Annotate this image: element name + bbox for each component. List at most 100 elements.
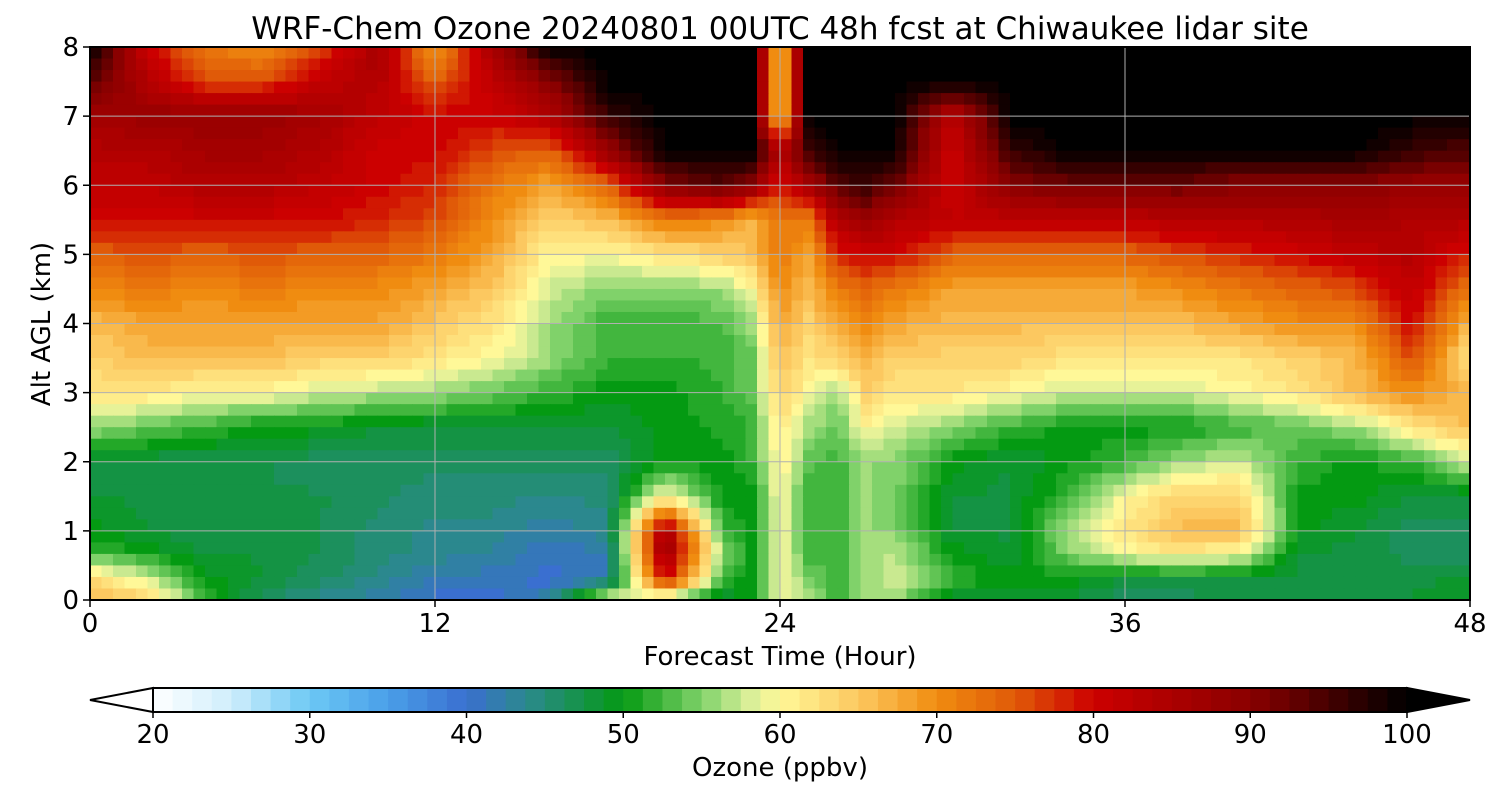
heatmap-cell <box>515 438 528 451</box>
heatmap-cell <box>147 254 160 267</box>
heatmap-cell <box>711 415 724 428</box>
heatmap-cell <box>1079 438 1092 451</box>
heatmap-cell <box>1171 70 1184 83</box>
heatmap-cell <box>1355 404 1368 417</box>
heatmap-cell <box>975 139 988 152</box>
heatmap-cell <box>446 231 459 244</box>
heatmap-cell <box>492 288 505 302</box>
heatmap-cell <box>515 185 528 198</box>
heatmap-cell <box>113 70 126 83</box>
heatmap-cell <box>124 219 137 232</box>
heatmap-cell <box>1159 196 1172 209</box>
heatmap-cell <box>527 81 540 94</box>
heatmap-cell <box>1205 231 1218 244</box>
heatmap-cell <box>734 346 747 359</box>
heatmap-cell <box>837 450 850 463</box>
heatmap-cell <box>262 323 275 336</box>
heatmap-cell <box>791 196 804 209</box>
heatmap-cell <box>895 392 908 405</box>
heatmap-cell <box>722 427 735 440</box>
heatmap-cell <box>987 369 1000 382</box>
heatmap-cell <box>435 496 448 509</box>
heatmap-cell <box>780 139 793 152</box>
heatmap-cell <box>308 277 321 290</box>
heatmap-cell <box>964 484 977 497</box>
heatmap-cell <box>412 311 425 325</box>
heatmap-cell <box>1435 254 1448 267</box>
heatmap-cell <box>1217 507 1230 520</box>
heatmap-cell <box>722 116 735 129</box>
heatmap-cell <box>688 519 701 532</box>
heatmap-cell <box>377 496 390 509</box>
heatmap-cell <box>711 311 724 325</box>
heatmap-cell <box>1309 208 1322 221</box>
heatmap-cell <box>906 93 919 106</box>
heatmap-cell <box>1113 427 1126 440</box>
heatmap-cell <box>676 265 689 279</box>
heatmap-cell <box>124 311 137 325</box>
heatmap-cell <box>883 300 896 313</box>
heatmap-cell <box>1159 254 1172 267</box>
heatmap-cell <box>791 311 804 325</box>
heatmap-cell <box>1424 150 1437 163</box>
heatmap-cell <box>860 196 873 209</box>
heatmap-cell <box>998 427 1011 440</box>
heatmap-cell <box>285 507 298 520</box>
heatmap-cell <box>607 70 620 83</box>
heatmap-cell <box>1033 70 1046 83</box>
heatmap-cell <box>1401 208 1414 221</box>
heatmap-cell <box>826 104 839 117</box>
heatmap-cell <box>734 427 747 440</box>
heatmap-cell <box>653 519 666 532</box>
heatmap-cell <box>964 507 977 520</box>
heatmap-cell <box>354 507 367 520</box>
heatmap-cell <box>1033 162 1046 175</box>
heatmap-cell <box>504 438 517 451</box>
heatmap-cell <box>1263 116 1276 129</box>
heatmap-cell <box>147 127 160 140</box>
heatmap-cell <box>113 81 126 94</box>
heatmap-cell <box>1228 381 1241 394</box>
heatmap-cell <box>814 392 827 405</box>
heatmap-cell <box>1309 496 1322 509</box>
heatmap-cell <box>435 427 448 440</box>
heatmap-cell <box>1056 300 1069 313</box>
heatmap-cell <box>446 242 459 255</box>
heatmap-cell <box>607 196 620 209</box>
heatmap-cell <box>780 242 793 255</box>
heatmap-cell <box>113 265 126 279</box>
heatmap-cell <box>274 104 287 117</box>
heatmap-cell <box>1010 277 1023 290</box>
heatmap-cell <box>228 519 241 532</box>
heatmap-cell <box>297 335 310 348</box>
heatmap-cell <box>492 185 505 198</box>
heatmap-cell <box>159 139 172 152</box>
heatmap-cell <box>90 300 103 313</box>
heatmap-cell <box>1194 254 1207 267</box>
heatmap-cell <box>1194 404 1207 417</box>
heatmap-cell <box>860 162 873 175</box>
heatmap-cell <box>1378 461 1391 474</box>
heatmap-cell <box>377 265 390 279</box>
heatmap-cell <box>1067 116 1080 129</box>
heatmap-cell <box>308 300 321 313</box>
heatmap-cell <box>159 496 172 509</box>
heatmap-cell <box>1286 254 1299 267</box>
heatmap-cell <box>136 438 149 451</box>
heatmap-cell <box>883 116 896 129</box>
heatmap-cell <box>1067 93 1080 106</box>
heatmap-cell <box>1171 323 1184 336</box>
heatmap-cell <box>573 461 586 474</box>
heatmap-cell <box>1228 58 1241 71</box>
heatmap-cell <box>998 116 1011 129</box>
heatmap-cell <box>1263 507 1276 520</box>
heatmap-cell <box>1067 484 1080 497</box>
heatmap-cell <box>1194 358 1207 371</box>
heatmap-cell <box>1113 150 1126 163</box>
heatmap-cell <box>791 173 804 186</box>
heatmap-cell <box>837 288 850 302</box>
heatmap-cell <box>538 346 551 359</box>
heatmap-cell <box>1113 288 1126 302</box>
heatmap-cell <box>929 519 942 532</box>
heatmap-cell <box>400 415 413 428</box>
